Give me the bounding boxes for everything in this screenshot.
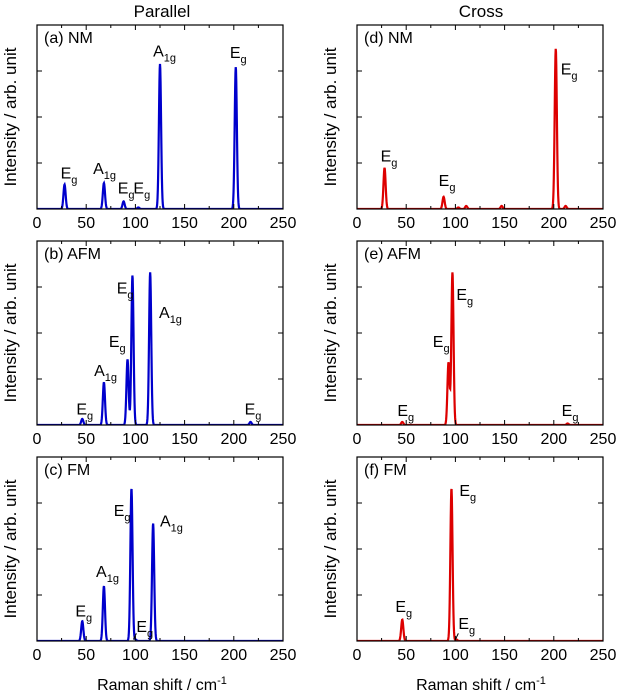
peak-annotation: Eg <box>76 401 93 422</box>
peak-annotation: Eg <box>109 334 126 355</box>
x-tick-label: 250 <box>270 215 297 232</box>
peak-annotation: Eg <box>114 503 131 524</box>
x-tick-label: 150 <box>491 431 518 448</box>
peak-annotation: Eg <box>381 149 398 170</box>
ylabel-f: Intensity / arb. unit <box>321 479 340 618</box>
series-line <box>357 488 603 641</box>
peak-annotation: Eg <box>230 45 247 66</box>
panel-label: (b) AFM <box>44 246 101 263</box>
peak-annotation: A1g <box>94 363 117 384</box>
x-tick-label: 150 <box>491 215 518 232</box>
x-tick-label: 250 <box>590 647 617 664</box>
x-tick-label: 250 <box>270 647 297 664</box>
peak-annotation: A1g <box>93 161 116 182</box>
x-tick-label: 250 <box>590 215 617 232</box>
plot-frame <box>36 240 284 426</box>
x-tick-label: 150 <box>171 431 198 448</box>
ylabel-a: Intensity / arb. unit <box>1 47 20 186</box>
peak-annotation: A1g <box>153 43 176 64</box>
x-tick-label: 50 <box>397 431 415 448</box>
peak-annotation: A1g <box>96 564 119 585</box>
peak-annotation: Eg <box>433 334 450 355</box>
xlabel-right: Raman shift / cm-1 <box>416 675 546 694</box>
panel-3: 0 50 100 150 200 250 (d) NM Eg Eg Eg <box>353 24 617 232</box>
x-tick-label: 100 <box>122 431 149 448</box>
x-tick-label: 50 <box>397 215 415 232</box>
peak-annotation: A1g <box>159 305 182 326</box>
x-tick-label: 50 <box>77 431 95 448</box>
x-tick-label: 50 <box>77 647 95 664</box>
panel-label: (f) FM <box>364 462 407 479</box>
column-title-parallel: Parallel <box>134 2 191 21</box>
ylabel-e: Intensity / arb. unit <box>321 263 340 402</box>
x-tick-label: 150 <box>171 647 198 664</box>
peak-annotation: Eg <box>133 181 150 202</box>
panel-4: 0 50 100 150 200 250 (e) AFM Eg Eg Eg Eg <box>353 240 617 448</box>
x-tick-label: 200 <box>220 431 247 448</box>
peak-annotation: Eg <box>458 616 475 637</box>
panel-label: (e) AFM <box>364 246 421 263</box>
peak-annotation: Eg <box>561 62 578 83</box>
annotation-leader <box>454 633 459 640</box>
x-tick-label: 0 <box>33 215 42 232</box>
peak-annotation: Eg <box>456 287 473 308</box>
x-tick-label: 100 <box>122 215 149 232</box>
x-tick-label: 100 <box>442 431 469 448</box>
x-tick-label: 200 <box>220 647 247 664</box>
panel-label: (d) NM <box>364 30 413 47</box>
x-tick-label: 0 <box>33 647 42 664</box>
x-tick-label: 200 <box>540 215 567 232</box>
xlabel-left: Raman shift / cm-1 <box>97 675 227 694</box>
plot-frame <box>356 456 604 642</box>
x-tick-label: 100 <box>442 647 469 664</box>
panel-label: (a) NM <box>44 30 93 47</box>
panel-5: 0 50 100 150 200 250 (f) FM Eg Eg Eg <box>353 456 617 664</box>
peak-annotation: Eg <box>136 619 153 640</box>
x-tick-label: 50 <box>397 647 415 664</box>
peak-annotation: Eg <box>61 165 78 186</box>
ylabel-d: Intensity / arb. unit <box>321 47 340 186</box>
peak-annotation: Eg <box>459 483 476 504</box>
plot-frame <box>356 24 604 210</box>
x-tick-label: 0 <box>353 215 362 232</box>
peak-annotation: Eg <box>395 599 412 620</box>
series-line <box>37 63 283 209</box>
peak-annotation: Eg <box>75 604 92 625</box>
series-line <box>37 488 283 641</box>
ylabel-c: Intensity / arb. unit <box>1 479 20 618</box>
plot-frame <box>36 456 284 642</box>
x-tick-label: 200 <box>540 647 567 664</box>
peak-annotation: A1g <box>160 513 183 534</box>
x-tick-label: 200 <box>540 431 567 448</box>
x-tick-label: 200 <box>220 215 247 232</box>
x-tick-label: 150 <box>491 647 518 664</box>
x-tick-label: 100 <box>442 215 469 232</box>
x-tick-label: 0 <box>33 431 42 448</box>
peak-annotation: Eg <box>397 403 414 424</box>
x-tick-label: 0 <box>353 431 362 448</box>
x-tick-label: 250 <box>590 431 617 448</box>
peak-annotation: Eg <box>439 173 456 194</box>
x-tick-label: 50 <box>77 215 95 232</box>
annotation-leader <box>132 633 137 640</box>
peak-annotation: Eg <box>562 403 579 424</box>
peak-annotation: Eg <box>245 401 262 422</box>
x-tick-label: 100 <box>122 647 149 664</box>
x-tick-label: 0 <box>353 647 362 664</box>
x-tick-label: 150 <box>171 215 198 232</box>
peak-annotation: Eg <box>118 181 135 202</box>
plot-frame <box>356 240 604 426</box>
ylabel-b: Intensity / arb. unit <box>1 263 20 402</box>
x-tick-label: 250 <box>270 431 297 448</box>
panel-label: (c) FM <box>44 462 90 479</box>
peak-annotation: Eg <box>117 281 134 302</box>
column-title-cross: Cross <box>459 2 503 21</box>
